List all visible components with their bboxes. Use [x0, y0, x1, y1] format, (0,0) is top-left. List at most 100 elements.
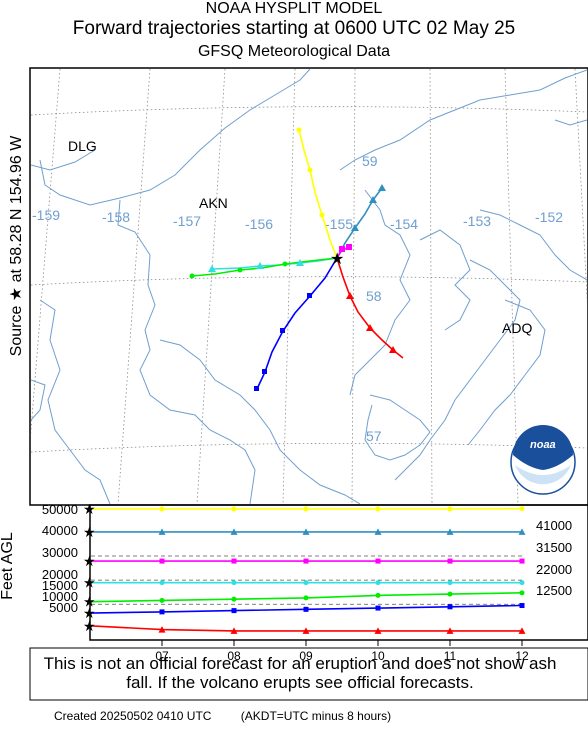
place-labels: DLG AKN ADQ: [68, 138, 532, 336]
right-label: 31500: [536, 540, 572, 555]
start-star-icon: ★: [83, 618, 96, 634]
map-trajectories: [191, 129, 404, 390]
profile-series: ★★★★★★★: [83, 501, 526, 634]
vertical-profile: 50000 40000 30000 20000 15000 10000 5000…: [42, 501, 572, 663]
profile-point: [375, 580, 381, 586]
lat-label: 57: [366, 428, 382, 444]
profile-point: [375, 558, 381, 564]
right-label: 41000: [536, 518, 572, 533]
profile-point: [375, 506, 381, 512]
y-tick: 10000: [42, 589, 78, 604]
traj-yellow: [298, 129, 338, 259]
vertical-panel: [89, 504, 588, 641]
profile-point: [231, 506, 237, 512]
profile-point: [231, 608, 237, 614]
logo-text: noaa: [530, 439, 556, 451]
y-tick: 20000: [42, 567, 78, 582]
profile-point: [447, 506, 453, 512]
start-star-icon: ★: [83, 575, 96, 591]
coastline: [31, 69, 587, 504]
profile-point: [447, 604, 453, 610]
profile-point: [159, 609, 165, 615]
lon-label: -154: [390, 216, 418, 232]
profile-point: [231, 596, 237, 602]
profile-point: [303, 606, 309, 612]
profile-point: [519, 580, 525, 586]
profile-point: [519, 558, 525, 564]
map-markers: ★: [189, 127, 397, 391]
profile-point: [447, 558, 453, 564]
met-data-title: GFSQ Meteorological Data: [197, 43, 391, 60]
start-star-icon: ★: [83, 524, 96, 540]
y-tick: 30000: [42, 545, 78, 560]
map-panel: [29, 67, 588, 506]
profile-point: [375, 605, 381, 611]
profile-point: [446, 627, 454, 634]
profile-point: [375, 592, 381, 598]
lon-label: -152: [535, 209, 563, 225]
start-star-icon: ★: [83, 594, 96, 610]
profile-point: [230, 528, 238, 535]
profile-point: [303, 506, 309, 512]
profile-point: [159, 558, 165, 564]
run-title: Forward trajectories starting at 0600 UT…: [72, 18, 516, 39]
place-dlg: DLG: [68, 138, 97, 154]
profile-point: [159, 506, 165, 512]
profile-point: [231, 558, 237, 564]
profile-point: [519, 590, 525, 596]
x-tick: 10: [371, 649, 385, 663]
y-tick: 5000: [49, 600, 78, 615]
right-labels: 41000 31500 22000 12500: [536, 518, 572, 598]
profile-point: [302, 528, 310, 535]
source-star-icon: ★: [330, 251, 344, 268]
x-tick-labels: 07 08 09 10 11 12: [155, 649, 529, 663]
profile-point: [518, 627, 526, 634]
right-label: 12500: [536, 583, 572, 598]
profile-point: [158, 626, 166, 633]
lon-label: -156: [245, 216, 273, 232]
lat-label: 58: [366, 288, 382, 304]
noaa-logo: noaa: [510, 425, 576, 495]
lon-label: -155: [325, 216, 353, 232]
traj-steelblue: [336, 187, 383, 259]
right-label: 22000: [536, 562, 572, 577]
model-title: NOAA HYSPLIT MODEL: [205, 0, 383, 17]
traj-blue: [256, 257, 338, 390]
profile-point: [303, 558, 309, 564]
lon-label: -159: [32, 207, 60, 223]
traj-red: [336, 257, 404, 359]
graticule: [31, 69, 587, 504]
start-star-icon: ★: [83, 501, 96, 517]
x-ticks: [161, 640, 523, 646]
profile-point: [519, 603, 525, 609]
profile-point: [159, 580, 165, 586]
profile-point: [446, 528, 454, 535]
x-tick: 07: [155, 649, 169, 663]
profile-point: [231, 580, 237, 586]
profile-point: [447, 591, 453, 597]
x-tick: 08: [227, 649, 241, 663]
profile-point: [518, 528, 526, 535]
map-layer: -159 -158 -157 -156 -155 -154 -153 -152 …: [31, 69, 587, 504]
profile-point: [230, 627, 238, 634]
notice-box: [29, 647, 588, 701]
disclaimer-notice: This is not an official forecast for an …: [43, 654, 557, 692]
x-tick: 11: [444, 649, 457, 663]
lon-label: -158: [102, 209, 130, 225]
profile-point: [303, 580, 309, 586]
x-tick: 12: [515, 649, 529, 663]
footer: Created 20250502 0410 UTC (AKDT=UTC minu…: [54, 709, 417, 723]
profile-point: [159, 597, 165, 603]
place-akn: AKN: [199, 195, 228, 211]
timezone-note: (AKDT=UTC minus 8 hours): [240, 709, 392, 723]
lon-label: -153: [463, 213, 491, 229]
profile-point: [374, 528, 382, 535]
y-tick: 15000: [42, 578, 78, 593]
start-star-icon: ★: [83, 553, 96, 569]
y-tick-labels: 50000 40000 30000 20000 15000 10000 5000: [42, 502, 78, 615]
lat-label: 59: [362, 153, 378, 169]
created-stamp: Created 20250502 0410 UTC: [54, 709, 212, 723]
start-star-icon: ★: [83, 605, 96, 621]
longitude-labels: -159 -158 -157 -156 -155 -154 -153 -152: [32, 207, 563, 232]
